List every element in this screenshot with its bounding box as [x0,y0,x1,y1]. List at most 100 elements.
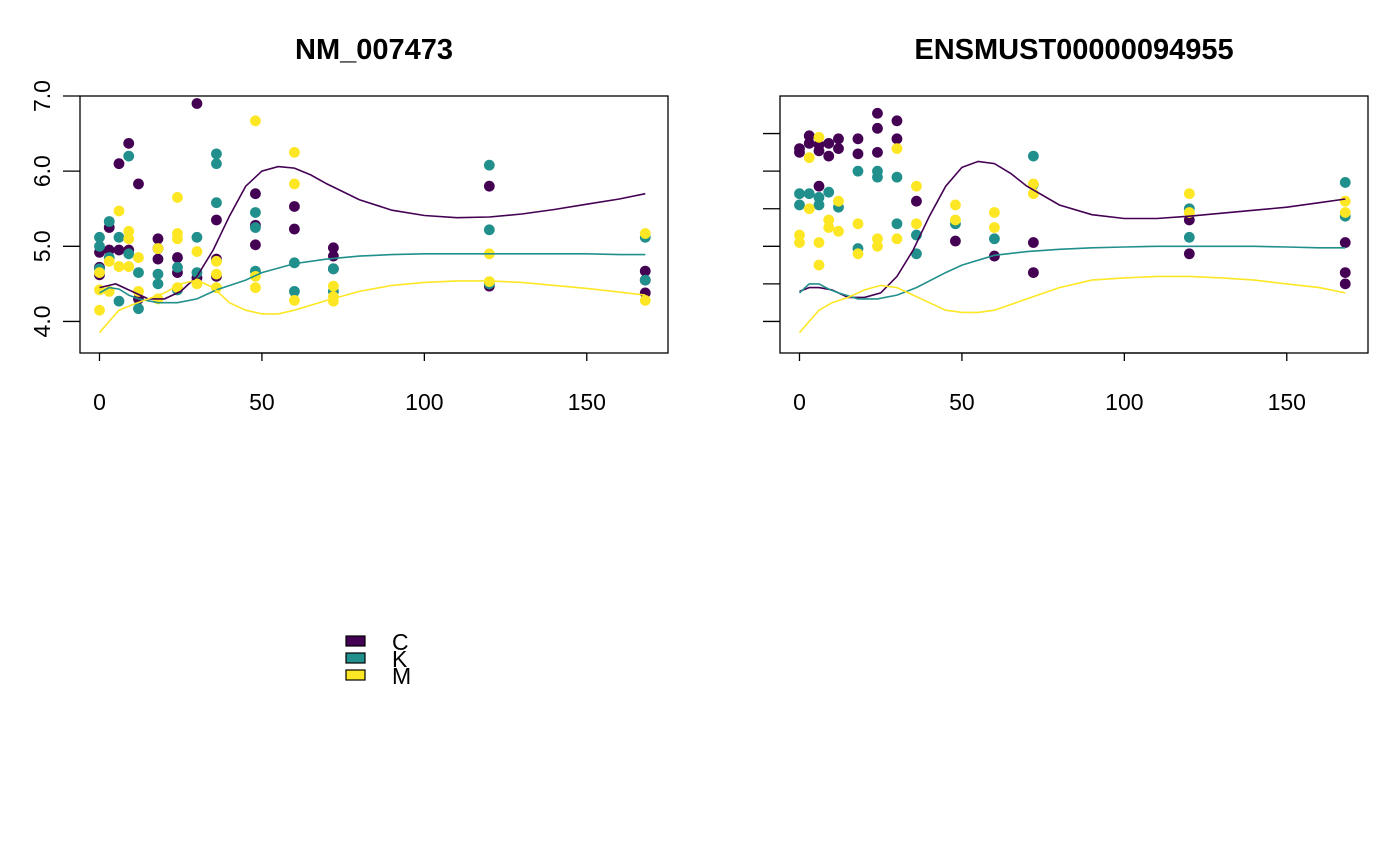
point-m [911,180,922,192]
point-c [152,233,164,245]
point-c [103,244,115,256]
point-m [833,195,844,207]
point-k [211,197,222,209]
point-m [813,237,825,248]
point-m [911,218,922,230]
point-m [852,248,864,260]
point-k [94,240,105,252]
point-c [639,265,651,277]
panel-ensmust00000094955: ENSMUST00000094955 0 50 100 150 [763,34,1369,415]
point-m [803,203,815,215]
point-c [289,201,300,212]
point-m [172,192,183,203]
point-m [211,255,222,267]
point-c [211,214,222,226]
panel-title: ENSMUST00000094955 [914,34,1233,66]
point-m [989,207,1000,218]
point-m [852,218,864,230]
point-m [133,285,144,297]
point-k [103,216,115,227]
panel-nm-007473: NM_007473 0 50 100 150 4.0 5.0 6.0 7.0 [29,34,669,415]
y-tick-label: 4.0 [29,305,55,337]
point-m [823,222,835,233]
point-k [891,171,903,183]
curve-k [798,245,1346,300]
point-m [794,237,805,248]
point-c [833,133,844,145]
point-k [823,186,835,198]
point-k [794,188,805,200]
point-m [113,205,125,217]
point-c [113,244,125,256]
curve-c [99,165,646,300]
point-m [833,225,844,237]
legend-label-c: C [392,629,409,655]
point-c [813,139,825,151]
point-c [872,146,883,158]
point-m [289,294,300,306]
point-c [152,253,164,265]
point-m [803,152,815,164]
point-c [1339,278,1351,290]
point-c [327,250,339,262]
point-c [823,137,835,149]
point-m [1339,207,1351,218]
point-m [289,146,300,158]
point-m [1027,178,1039,190]
point-c [250,239,261,251]
point-k [483,159,495,171]
point-c [852,148,864,160]
point-m [950,214,961,226]
point-k [211,148,222,160]
point-m [123,261,135,272]
point-m [813,259,825,271]
point-m [327,280,339,292]
point-k [803,188,815,200]
point-c [803,130,815,142]
point-k [1027,150,1039,162]
point-k [113,231,125,243]
curve-c [799,160,1346,299]
point-c [133,178,144,190]
point-c [172,252,183,263]
point-m [133,252,144,263]
point-c [1027,237,1039,248]
point-m [1183,188,1195,200]
point-k [94,231,105,243]
point-k [133,267,144,278]
point-c [483,180,495,192]
x-tick-label: 100 [405,389,443,415]
point-m [872,240,883,252]
point-m [813,131,825,143]
point-m [152,243,164,254]
point-k [123,248,135,260]
point-c [891,133,903,145]
point-k [152,278,164,290]
point-c [891,115,903,127]
legend-swatch-k [345,652,366,664]
legend-swatch-c [345,635,366,647]
point-c [911,195,922,207]
point-m [891,233,903,245]
legend-swatch-m [345,669,366,681]
x-tick-label: 100 [1105,389,1143,415]
point-m [639,228,651,239]
point-m [891,143,903,155]
point-m [211,268,222,280]
panel-title: NM_007473 [295,34,453,66]
point-k [327,263,339,275]
x-tick-label: 0 [793,389,806,415]
point-k [133,303,144,315]
point-c [113,158,125,170]
curve-k [99,253,646,304]
point-m [989,222,1000,233]
point-m [123,225,135,237]
legend-label-k: K [392,646,408,672]
point-c [1183,214,1195,226]
curve-m [798,275,1346,334]
point-c [289,223,300,235]
point-k [989,233,1000,245]
point-k [639,274,651,286]
point-m [950,199,961,211]
